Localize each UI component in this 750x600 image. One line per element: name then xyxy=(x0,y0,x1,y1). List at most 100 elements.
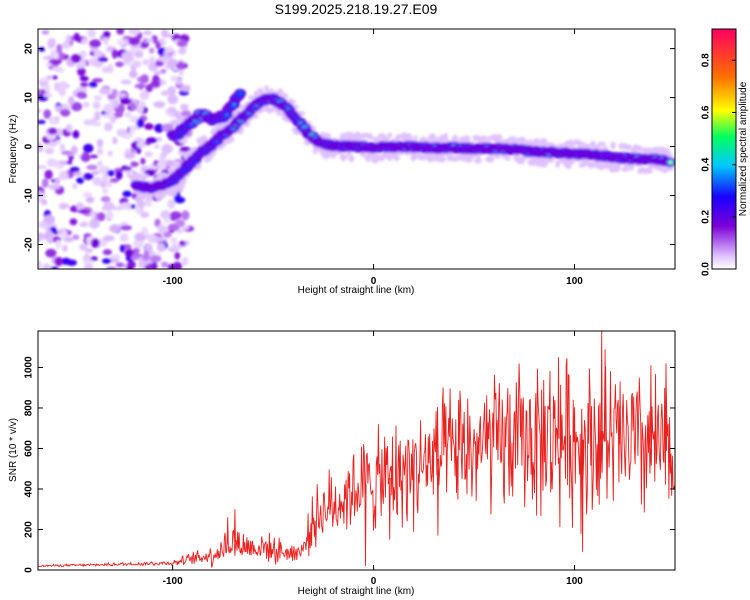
noise-blob xyxy=(172,261,183,269)
noise-blob xyxy=(111,48,118,59)
ridge-halo xyxy=(640,147,647,153)
noise-blob xyxy=(58,87,66,97)
noise-blob xyxy=(97,57,108,62)
noise-blob xyxy=(81,38,88,45)
noise-blob xyxy=(106,266,117,269)
noise-blob xyxy=(102,188,109,194)
noise-blob xyxy=(144,123,154,130)
noise-blob xyxy=(92,78,103,83)
noise-blob xyxy=(43,109,52,119)
noise-blob xyxy=(90,211,96,220)
noise-blob xyxy=(82,191,93,198)
ridge-halo xyxy=(510,137,519,144)
x-tick-label: 100 xyxy=(566,576,583,587)
noise-blob xyxy=(144,264,153,269)
noise-blob xyxy=(54,256,64,267)
ridge-halo xyxy=(505,155,511,162)
noise-blob xyxy=(55,105,63,111)
ridge-blob xyxy=(669,161,673,164)
ridge-halo xyxy=(360,152,366,157)
noise-blob xyxy=(60,229,68,240)
noise-blob xyxy=(182,225,190,230)
ridge-halo xyxy=(196,164,201,170)
noise-blob xyxy=(176,39,188,48)
ridge-halo xyxy=(539,159,548,168)
noise-blob xyxy=(122,190,132,198)
noise-blob xyxy=(82,101,90,108)
ridge-halo xyxy=(413,135,418,140)
noise-blob xyxy=(79,76,89,82)
noise-blob xyxy=(89,39,101,48)
ridge-halo xyxy=(621,167,629,172)
noise-blob xyxy=(117,103,125,114)
noise-blob xyxy=(112,137,118,145)
ridge-halo xyxy=(266,107,274,114)
noise-blob xyxy=(165,159,175,167)
noise-blob xyxy=(160,261,169,268)
noise-blob xyxy=(113,100,119,109)
noise-blob xyxy=(61,41,71,50)
spectrogram-frame xyxy=(37,28,676,270)
ridge-halo xyxy=(362,132,369,138)
noise-blob xyxy=(86,164,98,170)
spectrogram-y-axis-label: Frequency (Hz) xyxy=(8,115,19,184)
noise-blob xyxy=(115,61,124,68)
noise-blob xyxy=(93,95,103,101)
noise-blob xyxy=(137,100,146,108)
noise-blob xyxy=(50,59,62,65)
noise-blob xyxy=(101,66,112,73)
noise-blob xyxy=(130,255,139,261)
ridge-halo xyxy=(487,135,492,143)
noise-blob xyxy=(161,123,174,132)
noise-blob xyxy=(182,256,189,266)
snr-x-axis-label: Height of straight line (km) xyxy=(298,586,415,597)
noise-blob xyxy=(105,211,114,220)
noise-blob xyxy=(103,103,115,114)
noise-blob xyxy=(124,111,132,118)
ridge-halo xyxy=(567,162,572,170)
noise-blob xyxy=(134,50,144,58)
ridge-blob xyxy=(232,103,236,106)
noise-blob xyxy=(103,201,115,211)
noise-blob xyxy=(104,180,113,188)
noise-blob xyxy=(58,52,65,61)
noise-blob xyxy=(109,224,121,233)
noise-blob xyxy=(170,75,178,82)
noise-blob xyxy=(73,32,80,42)
noise-blob xyxy=(164,46,174,54)
noise-blob xyxy=(69,166,80,173)
noise-blob xyxy=(117,93,127,98)
ridge-halo xyxy=(141,192,147,200)
noise-blob xyxy=(82,259,95,265)
noise-blob xyxy=(112,206,124,211)
noise-blob xyxy=(44,147,55,155)
noise-blob xyxy=(124,152,136,159)
noise-blob xyxy=(80,153,91,162)
noise-blob xyxy=(140,74,149,84)
noise-blob xyxy=(65,34,73,42)
noise-blob xyxy=(160,210,171,220)
y-tick-label: 800 xyxy=(24,399,35,416)
ridge-halo xyxy=(348,155,355,162)
noise-blob xyxy=(145,137,158,144)
noise-blob xyxy=(115,262,124,268)
noise-blob xyxy=(144,151,153,158)
noise-blob xyxy=(130,102,137,111)
noise-blob xyxy=(103,235,115,242)
noise-blob xyxy=(70,145,78,155)
noise-blob xyxy=(170,237,178,245)
ridge-halo xyxy=(610,141,616,150)
noise-blob xyxy=(38,143,44,153)
noise-blob xyxy=(177,61,185,70)
noise-blob xyxy=(136,140,146,149)
noise-blob xyxy=(96,138,104,148)
noise-blob xyxy=(109,178,120,183)
noise-blob xyxy=(180,84,191,92)
noise-blob xyxy=(68,96,75,106)
noise-blob xyxy=(73,171,83,176)
noise-blob xyxy=(116,39,126,46)
spectrogram-marks xyxy=(38,29,675,269)
noise-blob xyxy=(163,231,172,238)
ridge-halo xyxy=(628,162,635,171)
ridge-halo xyxy=(485,156,495,163)
